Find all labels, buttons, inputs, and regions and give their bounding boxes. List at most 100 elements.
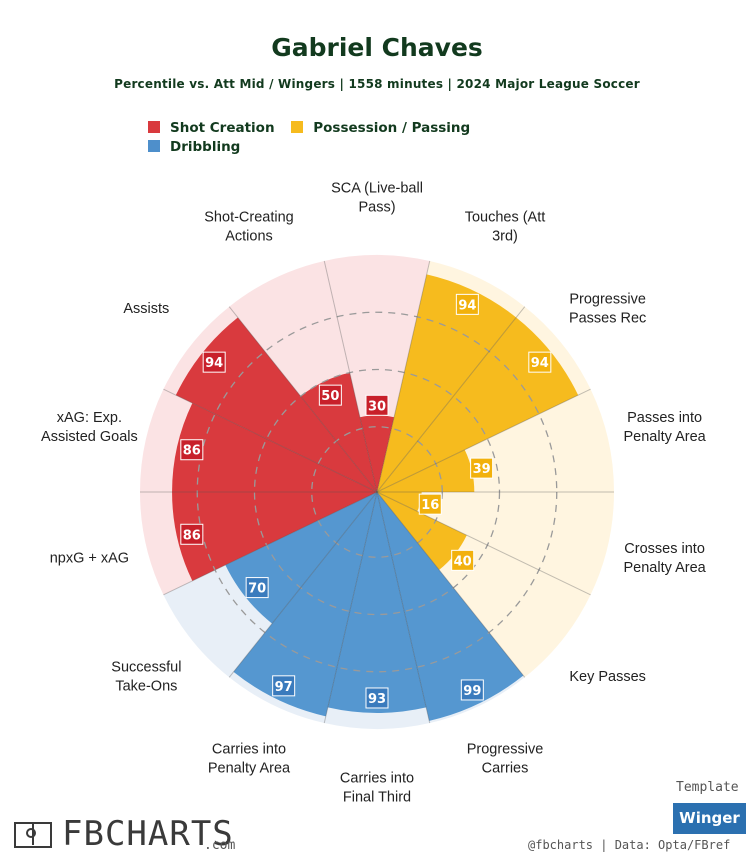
category-label-line: Pass) — [358, 200, 395, 216]
pitch-icon — [14, 822, 52, 848]
spoke-line — [376, 491, 591, 596]
category-label: Successful Take-Ons — [111, 659, 181, 694]
spoke-line — [228, 306, 378, 493]
category-label: Crosses into Penalty Area — [623, 541, 706, 576]
grid-ring — [311, 426, 443, 558]
value-wedge — [172, 492, 377, 581]
category-label-line: Penalty Area — [623, 429, 706, 445]
value-badge — [460, 679, 484, 701]
logo-text: FBCHARTS — [62, 814, 234, 854]
category-label-line: Carries — [482, 760, 529, 776]
category-label-line: Passes into — [627, 410, 702, 426]
category-label: Shot-Creating Actions — [204, 210, 293, 245]
value-label: 70 — [248, 582, 266, 597]
category-label-line: Take-Ons — [115, 678, 177, 694]
category-label-line: Assisted Goals — [41, 429, 138, 445]
value-wedge — [377, 492, 467, 570]
legend: Shot Creation Possession / Passing Dribb… — [148, 119, 538, 157]
category-label: Passes into Penalty Area — [623, 410, 706, 445]
value-badge — [180, 439, 204, 461]
category-label-line: npxG + xAG — [50, 551, 129, 567]
category-label: Touches (Att 3rd) — [465, 210, 546, 245]
category-label: Key Passes — [569, 669, 646, 685]
category-label: Assists — [123, 301, 169, 317]
category-label-line: Carries into — [212, 741, 286, 757]
chart-subtitle: Percentile vs. Att Mid / Wingers | 1558 … — [114, 77, 640, 91]
value-label: 93 — [368, 692, 386, 707]
category-label-line: Carries into — [340, 771, 414, 787]
value-label: 86 — [183, 444, 201, 459]
legend-swatch-dribbling — [148, 140, 160, 152]
spoke-line — [376, 491, 431, 724]
value-wedge — [377, 492, 422, 512]
legend-label: Possession / Passing — [313, 120, 471, 136]
value-wedge — [327, 492, 427, 713]
category-label-line: SCA (Live-ball — [331, 181, 423, 197]
legend-swatch-possession — [291, 121, 304, 133]
category-label-line: Assists — [123, 301, 169, 317]
value-badge — [470, 457, 494, 479]
value-badge — [365, 687, 389, 709]
value-label: 97 — [275, 680, 293, 695]
category-label-line: Crosses into — [624, 541, 705, 557]
spoke-line — [376, 260, 431, 493]
category-label: xAG: Exp. Assisted Goals — [41, 410, 138, 445]
data-credit: @fbcharts | Data: Opta/FBref — [528, 838, 731, 852]
legend-item-shot-creation: Shot Creation — [148, 119, 275, 138]
category-label-line: xAG: Exp. — [57, 410, 122, 426]
spoke-line — [376, 388, 591, 493]
template-badge: Winger — [673, 803, 746, 834]
spoke-line — [163, 388, 378, 493]
value-label: 99 — [463, 684, 481, 699]
value-wedge — [377, 317, 579, 492]
spoke-line — [376, 306, 526, 493]
value-badge — [451, 549, 475, 571]
value-label: 94 — [458, 298, 476, 313]
category-label-line: Penalty Area — [623, 560, 706, 576]
category-label-line: Touches (Att — [465, 210, 546, 226]
value-wedge — [172, 403, 377, 492]
value-badge — [202, 351, 226, 373]
legend-swatch-shot-creation — [148, 121, 160, 133]
value-wedge — [377, 449, 475, 492]
value-badge — [418, 493, 442, 515]
chart-title: Gabriel Chaves — [271, 33, 483, 62]
grid-ring — [253, 368, 501, 616]
category-label-line: Actions — [225, 229, 273, 245]
value-badge — [365, 394, 389, 416]
value-label: 50 — [321, 389, 339, 404]
category-label-line: Shot-Creating — [204, 210, 293, 226]
value-label: 94 — [531, 356, 549, 371]
category-label-line: Final Third — [343, 790, 411, 806]
template-label: Template — [676, 780, 739, 795]
value-label: 30 — [368, 399, 386, 414]
value-label: 16 — [421, 498, 439, 513]
grid-ring — [196, 311, 558, 673]
spoke-line — [323, 491, 378, 724]
category-label-line: 3rd) — [492, 229, 518, 245]
category-label: Progressive Passes Rec — [569, 292, 646, 327]
value-badge — [180, 523, 204, 545]
legend-item-possession: Possession / Passing — [291, 119, 470, 138]
legend-label: Shot Creation — [170, 120, 275, 136]
category-label: npxG + xAG — [50, 551, 129, 567]
category-label-line: Key Passes — [569, 669, 646, 685]
logo-suffix: .com — [204, 838, 236, 853]
value-badge — [455, 293, 479, 315]
value-badge — [528, 351, 552, 373]
legend-label: Dribbling — [170, 139, 241, 155]
legend-item-dribbling: Dribbling — [148, 138, 240, 157]
value-badge — [272, 675, 296, 697]
value-wedge — [377, 274, 517, 492]
category-label-line: Successful — [111, 659, 181, 675]
spoke-line — [323, 260, 378, 493]
value-badge — [245, 577, 269, 599]
category-label-line: Progressive — [467, 741, 544, 757]
value-badge — [318, 384, 342, 406]
category-label: Progressive Carries — [467, 741, 544, 776]
value-wedge — [233, 492, 377, 717]
value-label: 40 — [454, 554, 472, 569]
spoke-line — [376, 491, 526, 678]
spoke-line — [163, 491, 378, 596]
